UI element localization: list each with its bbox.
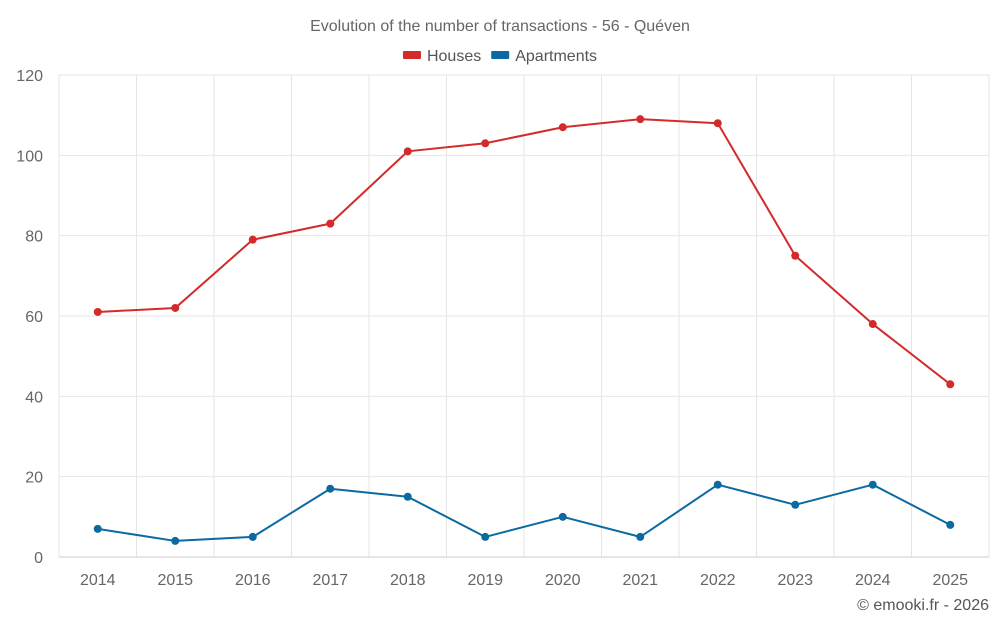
legend-item-houses[interactable]: Houses	[402, 48, 481, 65]
y-tick-label: 0	[34, 550, 43, 567]
x-tick-label: 2022	[700, 572, 736, 589]
apartments-point[interactable]	[248, 532, 257, 541]
houses-line	[97, 118, 951, 386]
x-tick-label: 2021	[622, 572, 658, 589]
chart-title: Evolution of the number of transactions …	[310, 18, 690, 35]
x-axis-ticks: 2014 2015 2016 2017 2018 2019 2020 2021 2022 2023…	[80, 572, 968, 589]
apartments-point[interactable]	[326, 484, 335, 493]
y-tick-label: 80	[25, 229, 43, 246]
apartments-point[interactable]	[946, 520, 955, 529]
y-tick-label: 100	[16, 148, 43, 165]
x-tick-label: 2016	[235, 572, 271, 589]
x-tick-label: 2023	[777, 572, 813, 589]
y-tick-label: 40	[25, 389, 43, 406]
legend-swatch	[491, 51, 510, 59]
legend: Houses Apartments	[402, 48, 597, 65]
x-tick-label: 2018	[390, 572, 426, 589]
series-houses	[93, 115, 955, 389]
houses-point[interactable]	[791, 251, 800, 260]
x-tick-label: 2020	[545, 572, 581, 589]
apartments-point[interactable]	[403, 492, 412, 501]
x-tick-label: 2019	[467, 572, 503, 589]
apartments-point[interactable]	[868, 480, 877, 489]
apartments-point[interactable]	[558, 512, 567, 521]
y-tick-label: 120	[16, 68, 43, 85]
x-tick-label: 2025	[932, 572, 968, 589]
apartments-point[interactable]	[171, 536, 180, 545]
apartments-point[interactable]	[636, 532, 645, 541]
apartments-point[interactable]	[93, 524, 102, 533]
series-apartments	[93, 480, 955, 545]
y-tick-label: 20	[25, 470, 43, 487]
apartments-point[interactable]	[713, 480, 722, 489]
x-tick-label: 2024	[855, 572, 891, 589]
houses-point[interactable]	[481, 139, 490, 148]
houses-point[interactable]	[326, 219, 335, 228]
houses-point[interactable]	[403, 147, 412, 156]
x-tick-label: 2014	[80, 572, 116, 589]
legend-label: Apartments	[515, 48, 597, 65]
series-layer	[93, 115, 955, 545]
houses-point[interactable]	[248, 235, 257, 244]
y-tick-label: 60	[25, 309, 43, 326]
apartments-point[interactable]	[481, 532, 490, 541]
grid	[58, 74, 990, 558]
apartments-line	[97, 483, 951, 542]
credit-text: © emooki.fr - 2026	[857, 597, 989, 614]
houses-point[interactable]	[868, 320, 877, 329]
houses-point[interactable]	[171, 303, 180, 312]
y-axis-ticks: 0 20 40 60 80 100 120	[16, 68, 43, 567]
apartments-point[interactable]	[791, 500, 800, 509]
x-tick-label: 2015	[157, 572, 193, 589]
houses-point[interactable]	[93, 307, 102, 316]
legend-swatch	[402, 51, 421, 59]
houses-point[interactable]	[946, 380, 955, 389]
houses-point[interactable]	[558, 123, 567, 132]
x-tick-label: 2017	[312, 572, 348, 589]
legend-label: Houses	[427, 48, 481, 65]
legend-item-apartments[interactable]: Apartments	[491, 48, 597, 65]
houses-point[interactable]	[713, 119, 722, 128]
houses-point[interactable]	[636, 115, 645, 124]
